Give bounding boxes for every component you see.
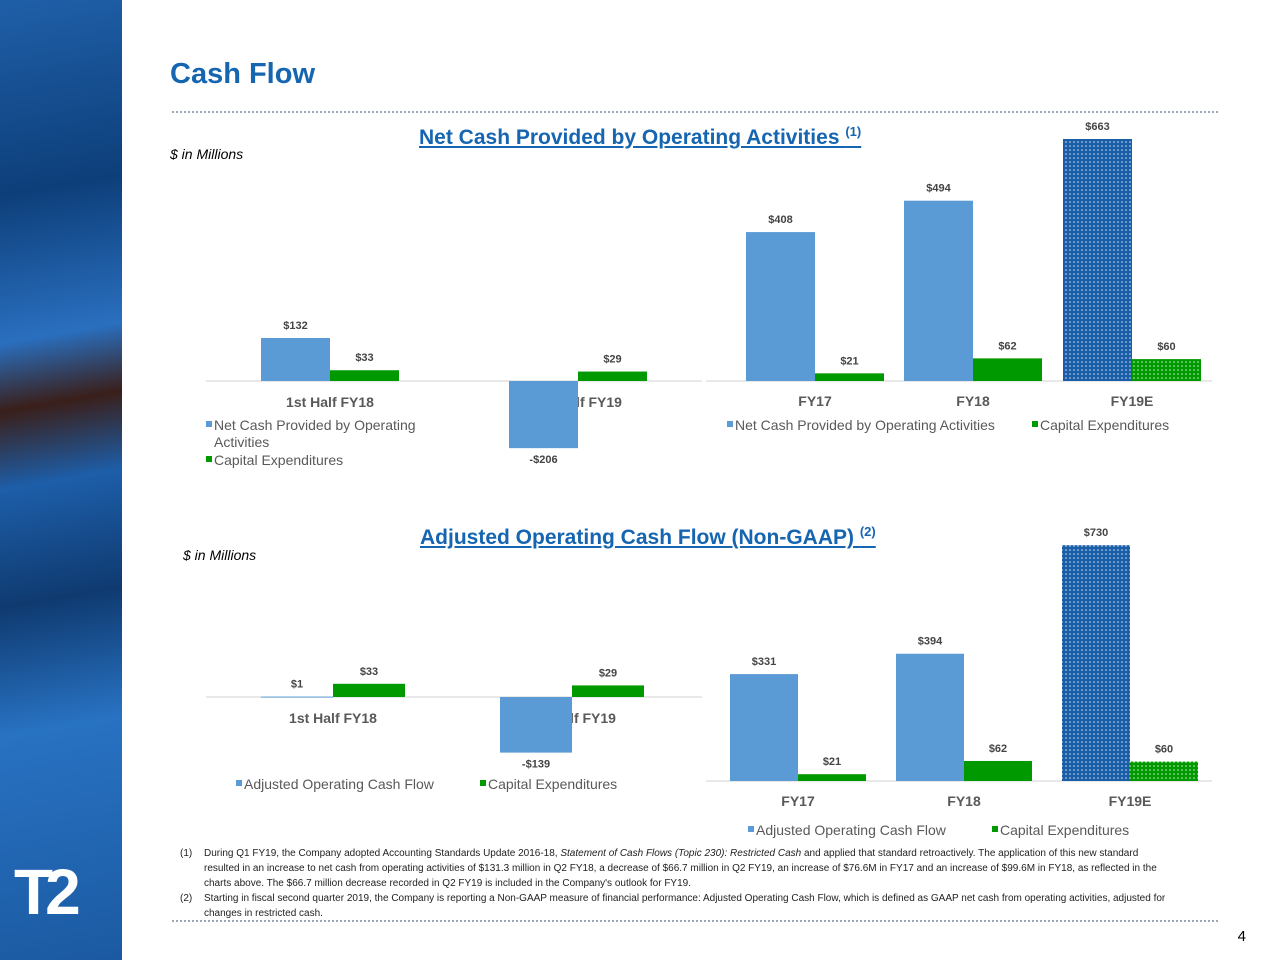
legend-label: Capital Expenditures [488,776,617,792]
footnote-2: (2) Starting in fiscal second quarter 201… [180,893,1166,919]
bar-primary [500,697,572,753]
legend-swatch [748,826,754,832]
legend-swatch [206,456,212,462]
legend-label: Capital Expenditures [1000,822,1129,838]
chart-title-top: Net Cash Provided by Operating Activitie… [419,124,862,149]
bar-capex [1130,761,1198,781]
data-label: $21 [840,355,858,367]
bar-capex [572,685,644,697]
chart-title-bottom: Adjusted Operating Cash Flow (Non-GAAP) … [420,524,876,549]
data-label: $408 [768,214,792,226]
bar-primary [509,381,578,449]
sidebar-photo [0,0,122,960]
data-label: $394 [918,636,943,648]
bar-primary [1063,139,1132,381]
data-label: $132 [283,320,307,332]
data-label: $33 [355,352,373,364]
legend-swatch [206,421,212,427]
legend-label: Capital Expenditures [214,452,343,468]
unit-label: $ in Millions [170,146,244,162]
legend-swatch [727,421,733,427]
page-number: 4 [1237,928,1246,945]
data-label: $62 [998,340,1016,352]
legend-label: Net Cash Provided by Operating [214,417,416,433]
bar-primary [1062,545,1130,781]
data-label: $33 [360,666,378,678]
bar-capex [964,760,1032,781]
bar-capex [815,373,884,381]
category-label: FY19E [1111,393,1154,409]
bar-capex [578,371,647,381]
data-label: -$206 [529,454,557,466]
divider [172,111,1218,113]
category-label: FY18 [947,793,981,809]
bar-capex [1132,359,1201,381]
bar-primary [896,653,964,781]
data-label: $1 [291,679,303,691]
data-label: $331 [752,656,776,668]
legend-swatch [992,826,998,832]
bar-capex [333,683,405,697]
data-label: $21 [823,756,841,768]
divider [172,920,1218,922]
legend-label: Capital Expenditures [1040,417,1169,433]
bar-primary [730,674,798,781]
legend-label: Net Cash Provided by Operating Activitie… [735,417,995,433]
legend-swatch [236,780,242,786]
data-label: $663 [1085,121,1109,133]
legend-label: Adjusted Operating Cash Flow [756,822,947,838]
footnote-1: (1) During Q1 FY19, the Company adopted A… [180,848,1157,889]
data-label: $730 [1084,527,1108,539]
bar-primary [746,232,815,381]
page-title: Cash Flow [170,58,316,90]
legend-swatch [1032,421,1038,427]
data-label: $60 [1157,341,1175,353]
unit-label: $ in Millions [183,547,257,563]
bar-capex [798,774,866,781]
category-label: FY17 [798,393,832,409]
data-label: -$139 [522,759,550,771]
data-label: $494 [926,183,951,195]
bar-primary [261,696,333,698]
data-label: $62 [989,743,1007,755]
data-label: $29 [599,667,617,679]
category-label: 1st Half FY18 [289,710,377,726]
legend-swatch [480,780,486,786]
data-label: $29 [603,354,621,366]
legend-label: Activities [214,434,269,450]
data-label: $60 [1155,744,1173,756]
bar-capex [973,358,1042,381]
category-label: 1st Half FY18 [286,394,374,410]
company-logo: T2 [14,856,81,928]
bar-primary [261,337,330,381]
bar-capex [330,370,399,381]
category-label: FY19E [1109,793,1152,809]
category-label: FY17 [781,793,815,809]
legend-label: Adjusted Operating Cash Flow [244,776,435,792]
category-label: FY18 [956,393,990,409]
bar-primary [904,200,973,381]
